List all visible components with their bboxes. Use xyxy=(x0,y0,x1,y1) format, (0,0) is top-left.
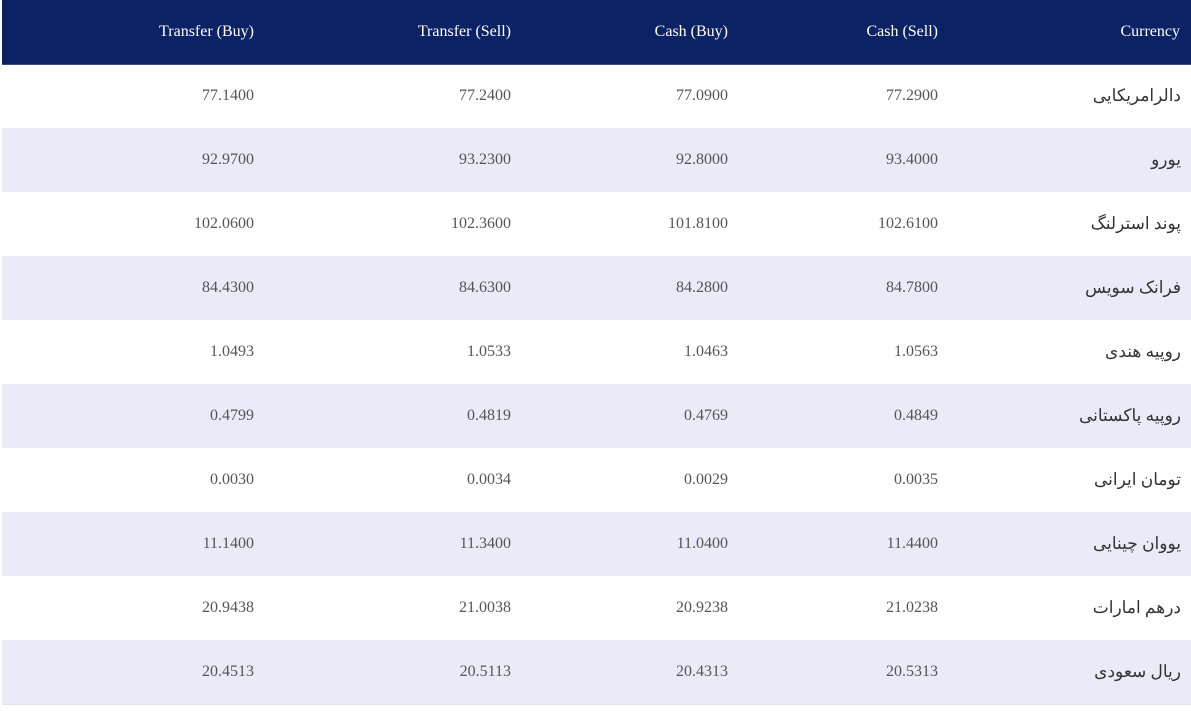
cash-buy-cell: 92.8000 xyxy=(676,151,728,168)
cash-buy-cell: 84.2800 xyxy=(676,279,728,296)
cash-buy-cell: 0.0029 xyxy=(684,471,728,488)
currency-name-cell: دالرامریکایی xyxy=(1092,86,1181,106)
table-row: 20.9438 21.0038 20.9238 21.0238 درهم اما… xyxy=(2,576,1191,640)
transfer-sell-cell: 1.0533 xyxy=(467,343,511,360)
table-row: 84.4300 84.6300 84.2800 84.7800 فرانک سو… xyxy=(2,256,1191,320)
cash-sell-cell: 0.4849 xyxy=(894,407,938,424)
table-row: 0.0030 0.0034 0.0029 0.0035 تومان ایرانی xyxy=(2,448,1191,512)
cash-buy-cell: 77.0900 xyxy=(676,87,728,105)
cash-sell-cell: 84.7800 xyxy=(886,279,938,296)
cash-sell-cell: 11.4400 xyxy=(886,535,938,552)
currency-name-cell: روپیه پاکستانی xyxy=(1078,406,1181,425)
table-row: 102.0600 102.3600 101.8100 102.6100 پوند… xyxy=(2,192,1191,256)
column-header-cash-buy: Cash (Buy) xyxy=(522,0,739,65)
cash-sell-cell: 1.0563 xyxy=(894,343,938,360)
cash-sell-cell: 93.4000 xyxy=(886,151,938,168)
currency-name-cell: درهم امارات xyxy=(1092,598,1181,617)
cash-sell-cell: 21.0238 xyxy=(886,599,938,616)
cash-sell-cell: 0.0035 xyxy=(894,471,938,488)
transfer-sell-cell: 11.3400 xyxy=(459,535,511,552)
cash-sell-cell: 20.5313 xyxy=(739,640,949,705)
column-header-transfer-sell: Transfer (Sell) xyxy=(265,0,522,65)
transfer-buy-cell: 77.1400 xyxy=(202,87,254,105)
cash-sell-cell: 77.2900 xyxy=(886,87,938,105)
transfer-buy-cell: 84.4300 xyxy=(202,279,254,296)
currency-name-cell: روپیه هندی xyxy=(1105,342,1181,361)
currency-name-cell: فرانک سویس xyxy=(1085,278,1181,297)
table-row: 92.9700 93.2300 92.8000 93.4000 یورو xyxy=(2,128,1191,192)
transfer-sell-cell: 21.0038 xyxy=(459,599,511,616)
transfer-buy-cell: 11.1400 xyxy=(202,535,254,552)
currency-name-cell: یووان چینایی xyxy=(1092,534,1181,553)
table-body: 77.1400 77.2400 77.0900 77.2900 دالرامری… xyxy=(2,64,1191,705)
column-header-currency: Currency xyxy=(949,0,1191,65)
transfer-sell-cell: 84.6300 xyxy=(459,279,511,296)
cash-buy-cell: 11.0400 xyxy=(676,535,728,552)
transfer-buy-cell: 20.4513 xyxy=(2,640,265,705)
transfer-sell-cell: 0.0034 xyxy=(467,471,511,488)
transfer-sell-cell: 93.2300 xyxy=(459,151,511,168)
table-header: Transfer (Buy) Transfer (Sell) Cash (Buy… xyxy=(2,0,1191,65)
transfer-buy-cell: 20.9438 xyxy=(202,599,254,616)
table-row: 20.4513 20.5113 20.4313 20.5313 ریال سعو… xyxy=(2,640,1191,705)
cash-buy-cell: 1.0463 xyxy=(684,343,728,360)
cash-buy-cell: 101.8100 xyxy=(668,215,728,232)
transfer-sell-cell: 0.4819 xyxy=(467,407,511,424)
currency-name-cell: تومان ایرانی xyxy=(1094,470,1181,489)
cash-buy-cell: 0.4769 xyxy=(684,407,728,424)
currency-name-cell: یورو xyxy=(1151,150,1181,169)
transfer-buy-cell: 0.4799 xyxy=(210,407,254,424)
transfer-sell-cell: 102.3600 xyxy=(451,215,511,232)
header-row: Transfer (Buy) Transfer (Sell) Cash (Buy… xyxy=(2,0,1191,65)
transfer-buy-cell: 102.0600 xyxy=(194,215,254,232)
table-row: 77.1400 77.2400 77.0900 77.2900 دالرامری… xyxy=(2,64,1191,128)
column-header-transfer-buy: Transfer (Buy) xyxy=(2,0,265,65)
column-header-cash-sell: Cash (Sell) xyxy=(739,0,949,65)
transfer-sell-cell: 77.2400 xyxy=(459,87,511,105)
transfer-buy-cell: 92.9700 xyxy=(202,151,254,168)
table-row: 1.0493 1.0533 1.0463 1.0563 روپیه هندی xyxy=(2,320,1191,384)
transfer-buy-cell: 1.0493 xyxy=(210,343,254,360)
cash-sell-cell: 102.6100 xyxy=(878,215,938,232)
currency-name-cell: پوند استرلنگ xyxy=(1090,214,1181,233)
cash-buy-cell: 20.4313 xyxy=(522,640,739,705)
currency-name-cell: ریال سعودی xyxy=(949,640,1191,705)
table-row: 11.1400 11.3400 11.0400 11.4400 یووان چی… xyxy=(2,512,1191,576)
cash-buy-cell: 20.9238 xyxy=(676,599,728,616)
transfer-buy-cell: 0.0030 xyxy=(210,471,254,488)
transfer-sell-cell: 20.5113 xyxy=(265,640,522,705)
table-row: 0.4799 0.4819 0.4769 0.4849 روپیه پاکستا… xyxy=(2,384,1191,448)
